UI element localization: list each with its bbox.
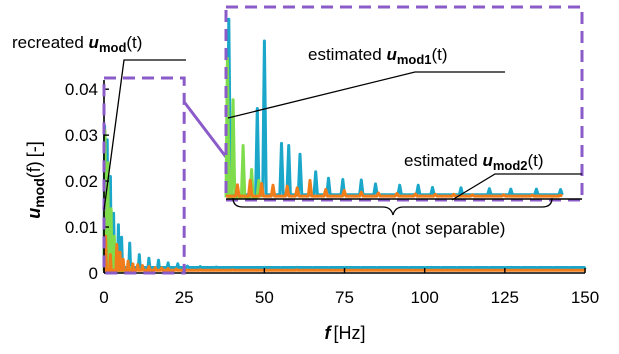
zoom-region-box [102, 76, 186, 275]
y-axis-label-group: umod(f)[-] [24, 141, 47, 219]
y-tick-label: 0.02 [65, 172, 98, 191]
mixed-spectra-brace [232, 197, 553, 216]
leader-mod1 [227, 71, 505, 119]
x-tick-label: 150 [571, 288, 599, 307]
x-tick-label: 50 [255, 288, 274, 307]
y-tick-label: 0.04 [65, 80, 98, 99]
annotation-mod1: estimated umod1(t) [308, 45, 448, 67]
x-tick-label: 25 [175, 288, 194, 307]
main-plot: 0 25 50 75 100 125 150 0 0.01 0.02 0.03 0.04 [65, 80, 599, 307]
y-tick-label: 0 [89, 264, 98, 283]
y-ticks: 0 0.01 0.02 0.03 0.04 [65, 80, 109, 283]
y-tick-label: 0.03 [65, 126, 98, 145]
x-tick-label: 75 [335, 288, 354, 307]
x-tick-label: 100 [410, 288, 438, 307]
annotation-mod2: estimated umod2(t) [404, 151, 544, 173]
inset-series-group [224, 17, 564, 199]
inset-series-mod2 [226, 178, 564, 198]
leader-recreated [103, 59, 186, 211]
zoom-connector-line [182, 101, 228, 158]
x-tick-label: 0 [99, 288, 108, 307]
inset-frame [224, 5, 584, 202]
main-series-recreated [102, 124, 587, 270]
leader-mod2 [451, 173, 582, 201]
inset-plot [224, 5, 584, 202]
y-axis-label: umod(f)[-] [24, 141, 47, 219]
x-tick-label: 125 [491, 288, 519, 307]
main-series-group [102, 124, 587, 273]
main-series-mod2 [103, 234, 587, 272]
annotation-mixed-spectra: mixed spectra (not separable) [281, 219, 506, 238]
x-ticks: 0 25 50 75 100 125 150 [99, 268, 599, 307]
y-tick-label: 0.01 [65, 218, 98, 237]
x-axis-label: f [Hz] [324, 323, 365, 343]
annotation-recreated: recreated umod(t) [12, 33, 142, 55]
